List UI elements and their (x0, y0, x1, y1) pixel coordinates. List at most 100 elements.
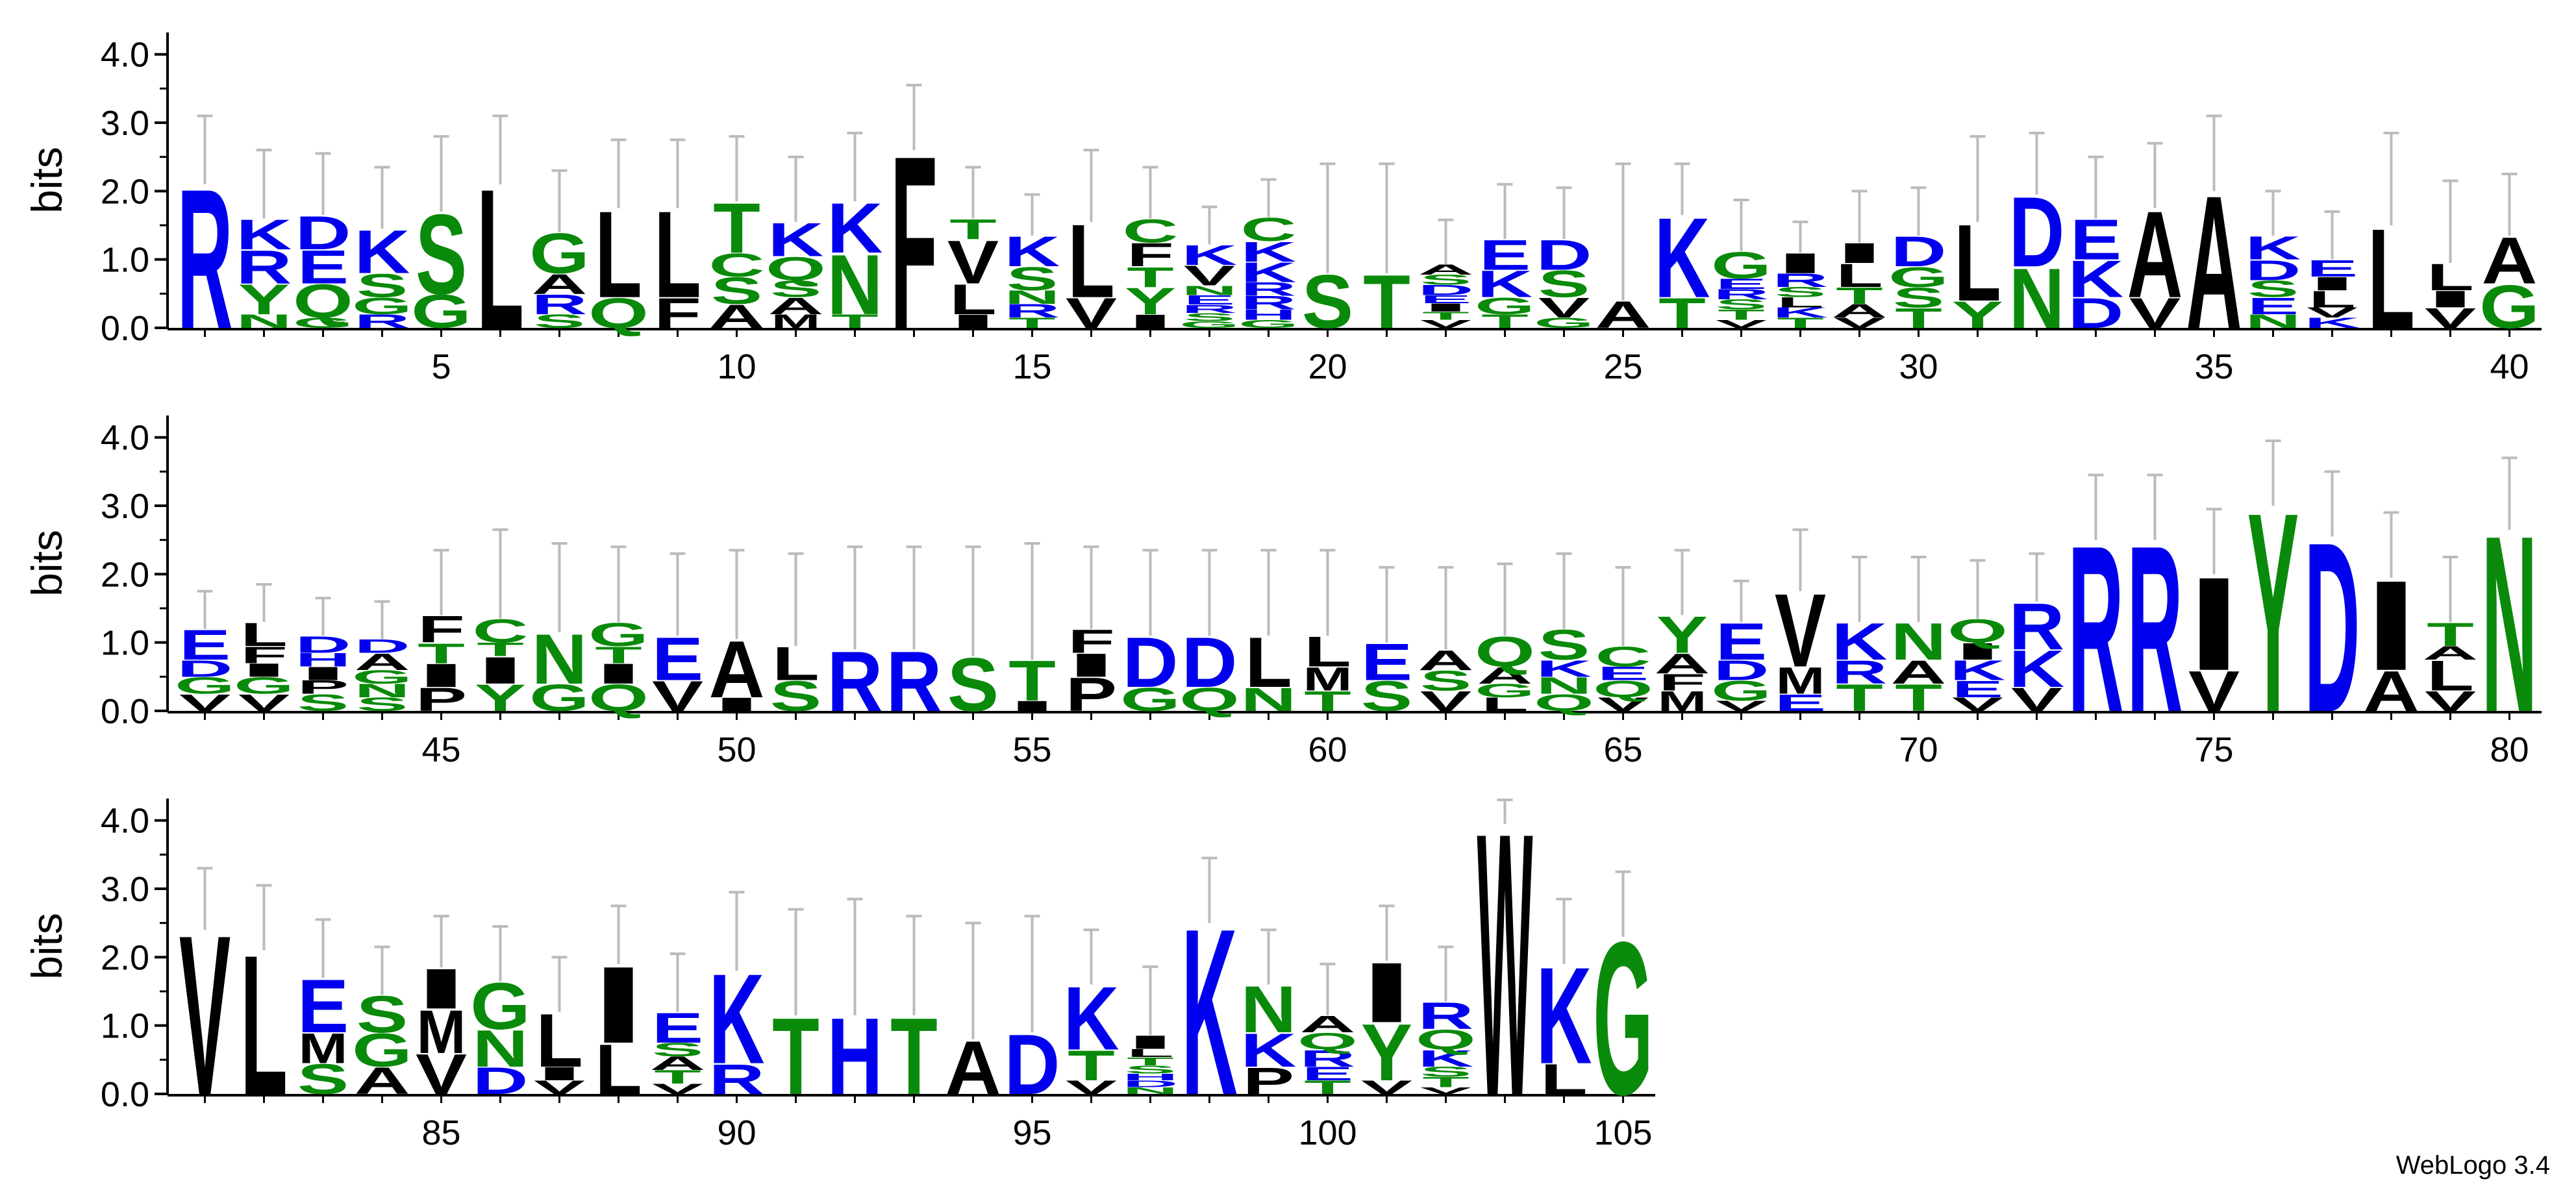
residue-glyph: T (1127, 1055, 1174, 1068)
residue-glyph: E (1420, 293, 1471, 306)
y-tick-label: 2.0 (101, 938, 149, 977)
residue-glyph: S (534, 311, 585, 332)
error-bar (965, 166, 981, 219)
logo-column: TNK (827, 131, 883, 332)
residue-glyph: Y (2247, 454, 2299, 772)
error-bar (1910, 556, 1927, 623)
logo-column: N (2482, 456, 2537, 764)
residue-glyph: Y (1361, 1007, 1412, 1097)
logo-column: PIF (1064, 545, 1119, 721)
residue-glyph: I (591, 658, 646, 689)
residue-glyph: A (2186, 157, 2242, 369)
logo-column: IA (709, 549, 764, 715)
residue-glyph: V (179, 689, 231, 716)
error-bar (1201, 205, 1218, 245)
residue-glyph: I (2423, 286, 2478, 312)
logo-column: A (945, 921, 1001, 1110)
error-bar (551, 956, 568, 1012)
residue-glyph: V (1597, 694, 1649, 715)
residue-glyph: A (1832, 301, 1888, 321)
residue-glyph: S (356, 985, 408, 1044)
logo-column: GD (1120, 549, 1181, 718)
residue-glyph: G (234, 672, 294, 699)
residue-glyph: T (1658, 290, 1706, 337)
error-bar (551, 541, 568, 632)
residue-glyph: H (295, 650, 351, 671)
residue-glyph: V (652, 1081, 703, 1097)
logo-column: LK (1536, 897, 1592, 1103)
residue-glyph: S (356, 694, 408, 715)
residue-glyph: T (654, 1067, 701, 1087)
residue-glyph: R (709, 1056, 765, 1103)
residue-glyph: G (588, 616, 648, 653)
logo-column: FL (654, 138, 701, 337)
error-bar (1438, 218, 1454, 265)
residue-glyph: I (709, 694, 764, 715)
x-tick-label: 60 (1308, 730, 1347, 769)
y-tick-label: 4.0 (101, 36, 149, 75)
residue-glyph: S (356, 267, 408, 304)
y-tick-label: 1.0 (101, 241, 149, 280)
error-bar (197, 867, 213, 930)
residue-glyph: R (1714, 286, 1769, 302)
logo-column: G (1593, 870, 1653, 1141)
residue-glyph: E (1952, 676, 2003, 702)
error-bar (1024, 541, 1040, 660)
error-bar (729, 135, 745, 202)
error-bar (1319, 549, 1336, 636)
logo-column: W (1477, 755, 1534, 1174)
residue-glyph: R (1241, 279, 1297, 299)
error-bar (256, 583, 272, 623)
residue-glyph: I (1359, 945, 1414, 1040)
logo-column: SME (297, 918, 349, 1103)
logo-column: VYI (1359, 904, 1414, 1098)
y-axis-label: bits (23, 147, 71, 214)
residue-glyph: I (1950, 638, 2005, 665)
residue-glyph: D (1182, 623, 1238, 702)
logo-column: F (890, 84, 938, 380)
residue-glyph: S (297, 689, 349, 716)
residue-glyph: I (236, 660, 292, 681)
error-bar (1024, 193, 1040, 236)
residue-glyph: E (1597, 663, 1649, 684)
logo-column: TK (1655, 162, 1710, 337)
residue-glyph: S (1420, 272, 1471, 288)
y-axis-label: bits (23, 913, 71, 980)
residue-glyph: R (2068, 496, 2124, 762)
residue-glyph: V (238, 689, 290, 716)
error-bar (788, 155, 804, 222)
error-bar (906, 84, 922, 151)
residue-glyph: Q (1179, 681, 1239, 718)
residue-glyph: T (1068, 1042, 1115, 1089)
error-bar (1142, 166, 1158, 219)
x-tick-label: 25 (1603, 347, 1642, 386)
error-bar (1733, 579, 1749, 623)
error-bar (1379, 904, 1395, 961)
residue-glyph: T (1481, 311, 1529, 332)
residue-glyph: A (1477, 662, 1533, 689)
residue-glyph: R (1241, 293, 1297, 314)
x-tick-label: 100 (1298, 1113, 1357, 1152)
residue-glyph: N (827, 236, 883, 332)
residue-glyph: E (1716, 276, 1767, 291)
logo-column: EMV (1775, 528, 1826, 716)
logo-column: R (177, 114, 232, 371)
logo-column: YL (1952, 135, 2003, 336)
error-bar (1674, 549, 1690, 615)
residue-glyph: T (1895, 302, 1942, 334)
logo-column: ND (2009, 131, 2064, 346)
error-bar (1142, 549, 1158, 636)
residue-glyph: T (1777, 315, 1824, 330)
error-bar (1792, 220, 1808, 253)
